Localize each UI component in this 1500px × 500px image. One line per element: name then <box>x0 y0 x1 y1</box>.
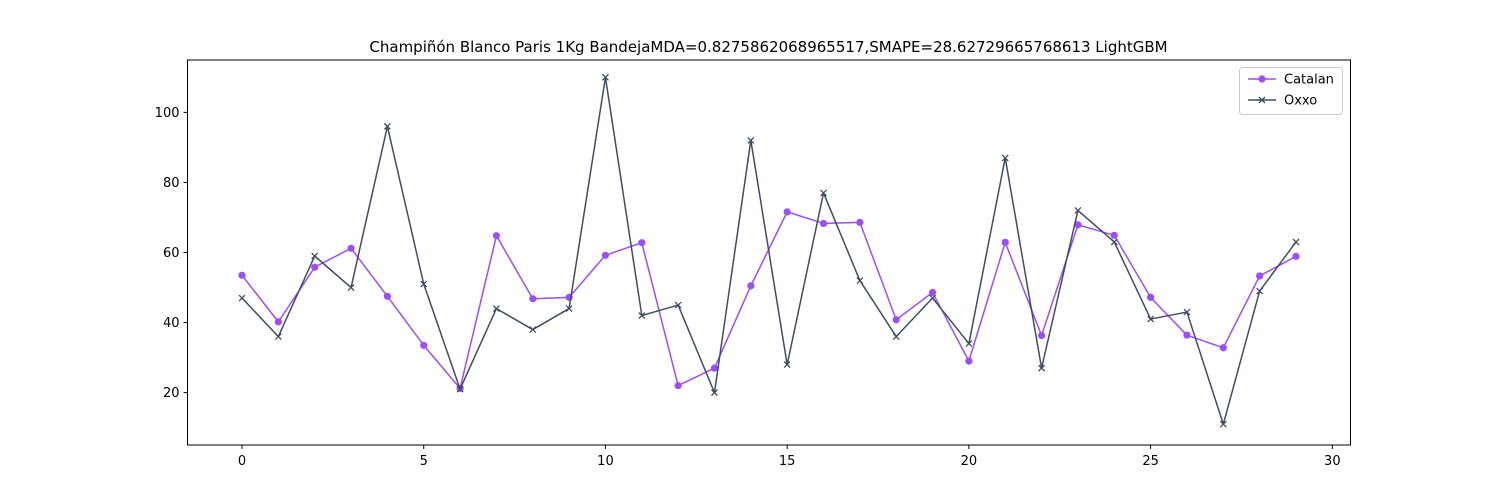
series-oxxo <box>238 73 1300 428</box>
data-point <box>1219 344 1227 352</box>
data-point <box>1256 287 1264 295</box>
chart-title: Champiñón Blanco Paris 1Kg BandejaMDA=0.… <box>369 38 1167 56</box>
x-tick-label: 15 <box>779 454 796 469</box>
data-point <box>601 251 610 259</box>
data-point <box>856 277 864 284</box>
data-point <box>311 263 319 271</box>
legend-label: Catalan <box>1284 73 1334 88</box>
y-tick-label: 80 <box>163 176 180 191</box>
data-point <box>1001 154 1009 162</box>
data-point <box>601 73 609 81</box>
data-point <box>638 312 646 320</box>
y-tick-label: 60 <box>163 246 180 261</box>
data-point <box>783 208 791 216</box>
data-point <box>347 284 355 291</box>
x-axis: 0 5 10 15 20 25 30 <box>238 445 1341 469</box>
data-point <box>347 244 355 252</box>
y-tick-label: 20 <box>163 386 180 401</box>
series-layer <box>238 73 1300 428</box>
data-point <box>1074 207 1082 214</box>
data-point <box>965 357 973 365</box>
y-axis: 20 40 60 80 100 <box>155 106 188 401</box>
data-point <box>238 294 246 302</box>
data-point <box>1110 231 1118 239</box>
legend-marker <box>1258 96 1266 104</box>
x-tick-label: 25 <box>1142 454 1159 469</box>
x-tick-label: 10 <box>597 454 614 469</box>
data-point <box>747 136 755 144</box>
data-point <box>819 219 828 228</box>
data-point <box>1110 238 1118 246</box>
data-point <box>1147 315 1155 323</box>
data-point <box>1292 238 1300 246</box>
data-point <box>274 333 282 341</box>
data-point <box>1183 331 1191 339</box>
data-point <box>529 295 537 303</box>
data-point <box>492 232 501 240</box>
legend: Catalan Oxxo <box>1239 67 1343 115</box>
data-point <box>420 280 428 288</box>
data-point <box>1147 293 1155 301</box>
data-point <box>747 282 755 290</box>
data-point <box>711 389 718 397</box>
data-point <box>1001 238 1009 246</box>
data-point <box>1038 364 1046 372</box>
series-line <box>241 211 1297 390</box>
data-point <box>1074 221 1082 229</box>
legend-marker <box>1258 75 1266 83</box>
data-point <box>1037 331 1046 340</box>
data-point <box>238 271 246 279</box>
data-point <box>1219 420 1227 428</box>
data-point <box>928 288 937 297</box>
data-point <box>710 364 719 372</box>
data-point <box>965 340 973 348</box>
data-point <box>420 341 428 349</box>
data-point <box>674 301 682 309</box>
data-point <box>456 385 464 393</box>
legend-label: Oxxo <box>1284 94 1317 109</box>
x-tick-label: 0 <box>238 454 246 469</box>
data-point <box>274 318 282 326</box>
data-point <box>929 294 937 302</box>
series-catalan <box>238 208 1300 393</box>
series-line <box>241 76 1297 425</box>
data-point <box>492 305 500 313</box>
data-point <box>1183 308 1191 316</box>
data-point <box>638 239 646 247</box>
x-tick-label: 30 <box>1324 454 1341 469</box>
data-point <box>783 361 791 369</box>
data-point <box>383 122 391 130</box>
x-tick-label: 20 <box>961 454 978 469</box>
data-point <box>1256 272 1264 280</box>
x-tick-label: 5 <box>420 454 428 469</box>
data-point <box>856 218 864 226</box>
y-tick-label: 100 <box>155 106 180 121</box>
data-point <box>565 305 573 313</box>
data-point <box>820 189 827 197</box>
data-point <box>529 326 537 334</box>
y-tick-label: 40 <box>163 316 180 331</box>
data-point <box>383 292 391 300</box>
data-point <box>1292 252 1300 260</box>
data-point <box>892 333 900 341</box>
data-point <box>892 316 900 324</box>
data-point <box>674 382 682 390</box>
data-point <box>311 252 319 260</box>
